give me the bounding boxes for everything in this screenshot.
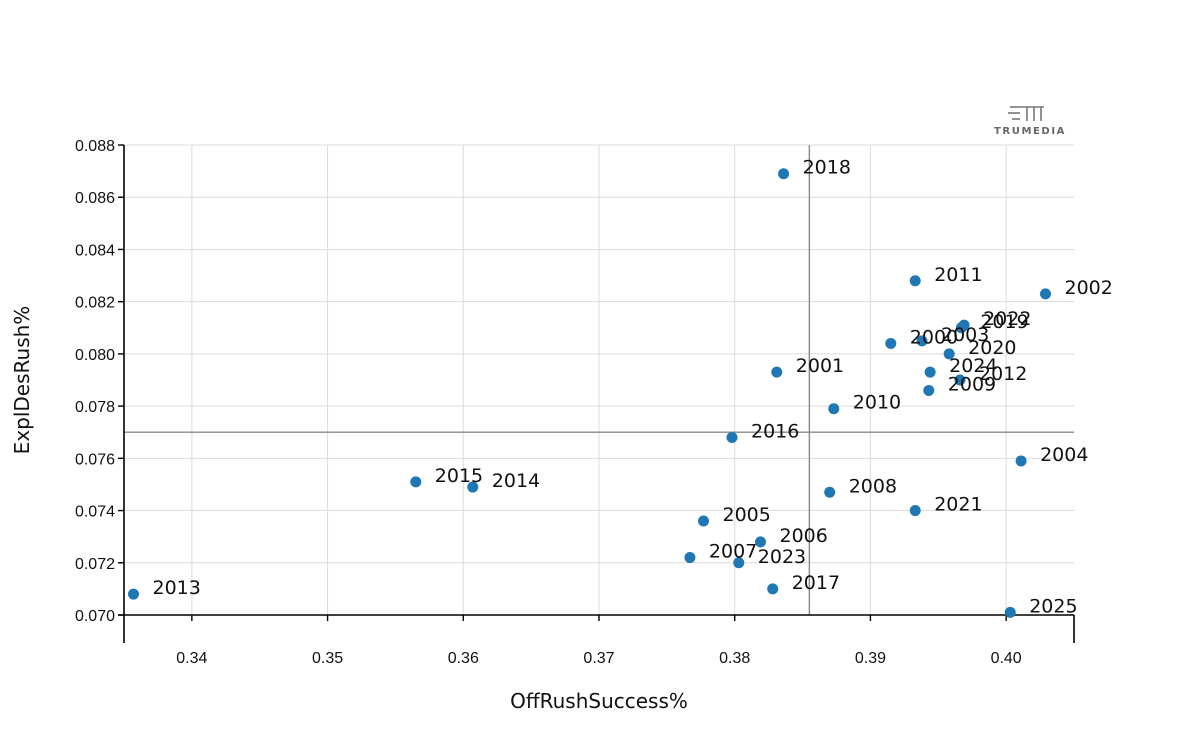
x-tick-label: 0.40 [991, 650, 1022, 667]
point-label-2021: 2021 [934, 494, 982, 516]
y-tick-label: 0.086 [75, 190, 115, 207]
point-label-2016: 2016 [751, 420, 799, 442]
data-point-2005 [698, 515, 709, 527]
data-point-2006 [755, 536, 766, 548]
x-axis-title: OffRushSuccess% [510, 689, 688, 713]
point-label-2003: 2003 [941, 324, 989, 346]
data-point-2021 [909, 505, 921, 517]
point-label-2008: 2008 [849, 475, 897, 497]
data-point-2004 [1015, 455, 1027, 467]
data-point-2000 [885, 337, 897, 349]
point-label-2011: 2011 [934, 264, 982, 286]
data-point-2007 [684, 552, 696, 564]
data-point-2010 [828, 403, 840, 415]
point-label-2007: 2007 [709, 541, 757, 563]
point-label-2023: 2023 [758, 546, 806, 568]
point-label-2005: 2005 [723, 504, 771, 526]
data-point-2008 [824, 486, 836, 498]
y-tick-label: 0.088 [75, 138, 115, 155]
data-point-2024 [924, 366, 936, 378]
x-tick-label: 0.37 [583, 650, 614, 667]
point-label-2014: 2014 [492, 470, 540, 492]
logo-text: TRUMEDIA [994, 126, 1066, 137]
x-tick-label: 0.35 [312, 650, 343, 667]
point-label-2020: 2020 [968, 337, 1016, 359]
x-tick-label: 0.36 [448, 650, 479, 667]
y-tick-label: 0.074 [75, 504, 115, 521]
point-label-2002: 2002 [1065, 277, 1113, 299]
y-tick-label: 0.078 [75, 399, 115, 416]
x-tick-label: 0.34 [176, 650, 207, 667]
x-tick-label: 0.38 [719, 650, 750, 667]
reference-lines [124, 145, 1074, 615]
y-tick-label: 0.080 [75, 347, 115, 364]
point-label-2018: 2018 [803, 157, 851, 179]
point-label-2012: 2012 [979, 363, 1027, 385]
y-tick-label: 0.082 [75, 295, 115, 312]
data-point-2016 [726, 431, 738, 443]
y-tick-label: 0.072 [75, 556, 115, 573]
data-point-2013 [128, 588, 139, 600]
logo-mark-icon [1008, 106, 1044, 121]
point-label-2000: 2000 [910, 326, 958, 348]
y-axis-title: ExplDesRush% [10, 306, 34, 455]
point-label-2024: 2024 [949, 355, 997, 377]
data-point-2018 [778, 168, 790, 180]
point-label-2022: 2022 [983, 308, 1031, 330]
data-point-2001 [771, 366, 783, 378]
data-point-2011 [909, 275, 921, 287]
point-label-2004: 2004 [1040, 444, 1088, 466]
point-label-2010: 2010 [853, 392, 901, 414]
point-label-2019: 2019 [980, 311, 1028, 333]
data-point-2025 [1004, 606, 1016, 618]
point-label-2001: 2001 [796, 355, 844, 377]
point-label-2025: 2025 [1029, 595, 1077, 617]
data-point-2023 [733, 557, 745, 569]
data-points [128, 168, 1051, 618]
data-point-2015 [410, 476, 422, 488]
data-point-2009 [923, 384, 935, 396]
x-tick-label: 0.39 [855, 650, 886, 667]
point-label-2013: 2013 [153, 577, 201, 599]
data-point-2019 [955, 322, 967, 334]
ticks: 0.070 0.072 0.074 0.076 0.078 0.080 0.082 0.084… [75, 138, 1022, 667]
data-point-2017 [767, 583, 779, 595]
data-point-2012 [954, 374, 966, 386]
point-label-2017: 2017 [792, 572, 840, 594]
point-label-2015: 2015 [435, 465, 483, 487]
data-point-2002 [1040, 288, 1051, 300]
data-point-2014 [467, 481, 479, 493]
axes [118, 145, 1075, 643]
data-point-2020 [943, 348, 955, 360]
y-tick-label: 0.076 [75, 451, 115, 468]
y-tick-label: 0.070 [75, 608, 115, 625]
y-tick-label: 0.084 [75, 242, 115, 259]
point-label-2009: 2009 [948, 373, 996, 395]
point-label-2006: 2006 [780, 525, 828, 547]
grid [124, 144, 1074, 616]
data-point-2003 [916, 335, 928, 347]
trumedia-logo: TRUMEDIA [994, 106, 1066, 137]
